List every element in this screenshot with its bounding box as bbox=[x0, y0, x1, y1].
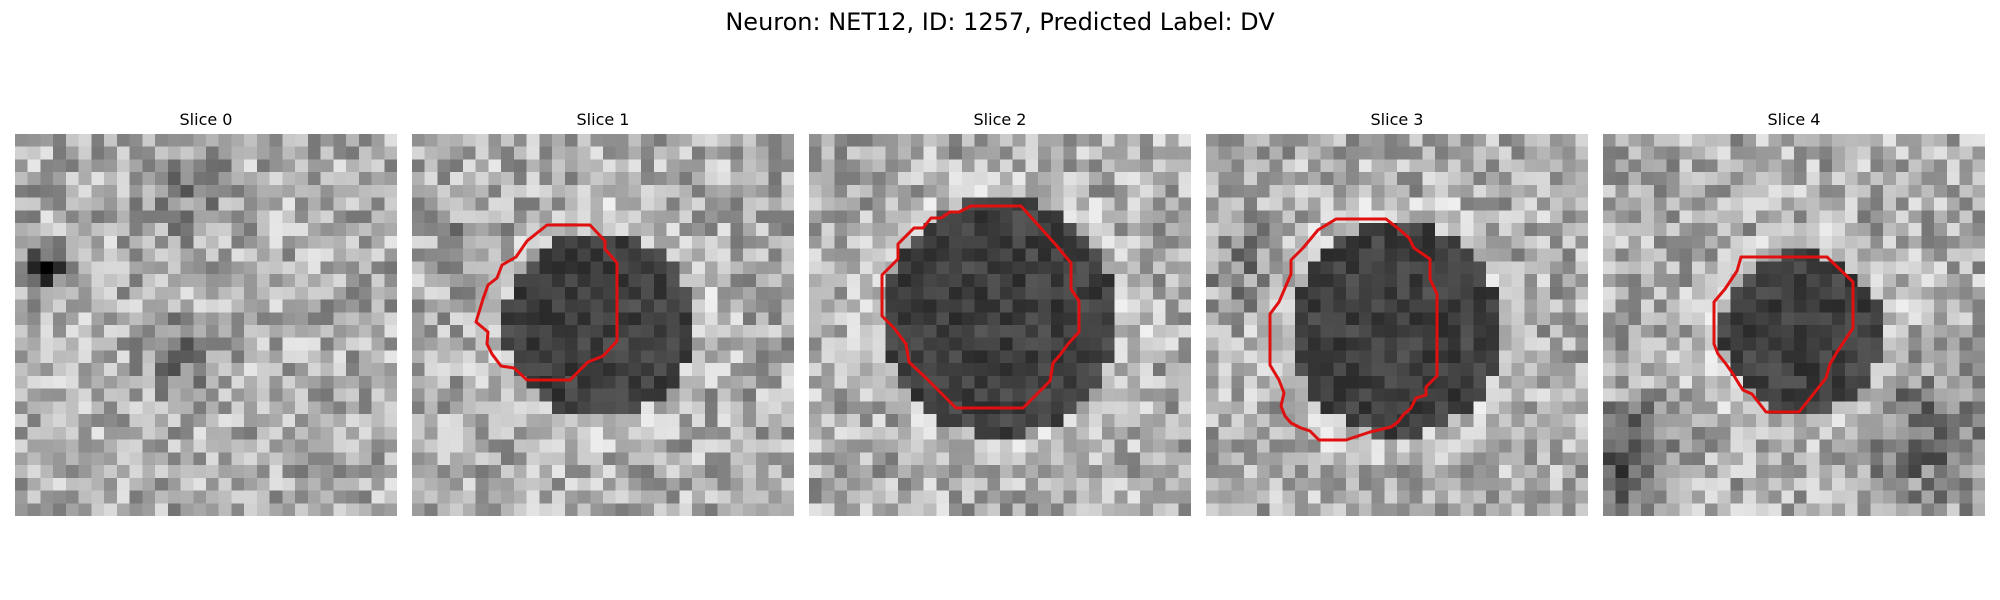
slice-title: Slice 3 bbox=[1370, 110, 1424, 129]
outline-shape bbox=[1268, 217, 1439, 442]
slice-image bbox=[1603, 134, 1985, 516]
slice-title: Slice 1 bbox=[576, 110, 630, 129]
outline-shape bbox=[880, 204, 1081, 410]
slice-panel-4: Slice 4 bbox=[1603, 108, 1985, 518]
slice-image bbox=[15, 134, 397, 516]
slice-panel-0: Slice 0 bbox=[15, 108, 397, 518]
slice-title: Slice 0 bbox=[179, 110, 233, 129]
outline-shape bbox=[474, 223, 619, 382]
roi-outline bbox=[880, 204, 1081, 410]
outline-shape bbox=[1712, 255, 1855, 414]
slice-image bbox=[412, 134, 794, 516]
roi-outline bbox=[474, 223, 619, 382]
figure-title: Neuron: NET12, ID: 1257, Predicted Label… bbox=[725, 8, 1275, 36]
slice-panel-3: Slice 3 bbox=[1206, 108, 1588, 518]
slice-image bbox=[809, 134, 1191, 516]
slice-title: Slice 4 bbox=[1767, 110, 1821, 129]
roi-outline bbox=[1268, 217, 1439, 442]
roi-outline bbox=[1712, 255, 1855, 414]
slice-panel-2: Slice 2 bbox=[809, 108, 1191, 518]
slice-panel-1: Slice 1 bbox=[412, 108, 794, 518]
slice-title: Slice 2 bbox=[973, 110, 1027, 129]
